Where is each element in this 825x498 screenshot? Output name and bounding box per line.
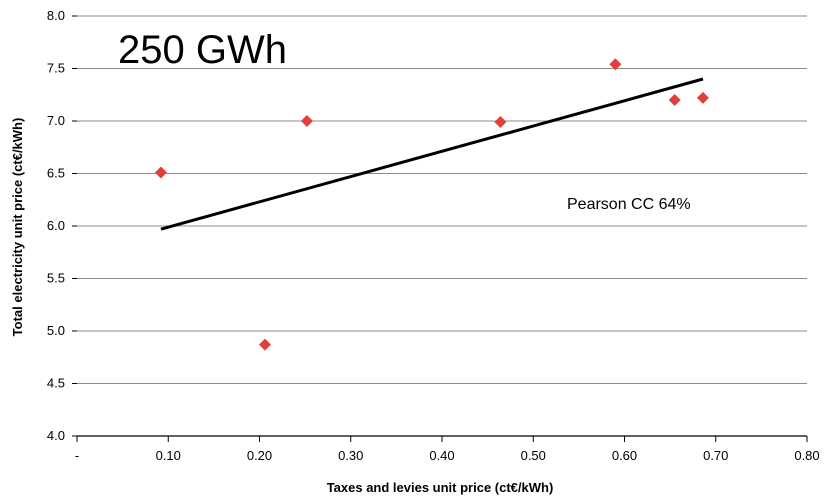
x-tick-label: 0.40 [429,448,454,463]
axes [72,15,808,442]
trendline-layer [160,77,704,231]
y-tick-label: 8.0 [47,8,65,23]
trendline [160,77,704,231]
y-tick-label: 7.5 [47,61,65,76]
y-tick-label: 6.5 [47,166,65,181]
data-point [494,116,507,129]
y-tick-label: 4.5 [47,376,65,391]
x-tick-label: 0.80 [794,448,819,463]
data-points [154,58,709,351]
y-tick-label: 5.0 [47,323,65,338]
data-point [154,166,167,179]
data-point [300,115,313,127]
data-point [696,91,709,104]
x-tick-labels: - 0.10 0.20 0.30 0.40 0.50 0.60 0.70 0.80 [75,448,820,463]
x-tick-label: 0.30 [338,448,363,463]
data-point [668,94,681,106]
y-tick-label: 4.0 [47,428,65,443]
y-tick-label: 6.0 [47,218,65,233]
x-axis-title: Taxes and levies unit price (ct€/kWh) [327,480,554,495]
data-point [258,338,271,351]
data-point [609,58,622,71]
x-tick-label: 0.20 [247,448,272,463]
y-tick-labels: 4.0 4.5 5.0 5.5 6.0 6.5 7.0 7.5 8.0 [47,8,65,443]
grid-lines [77,15,807,384]
x-tick-label: 0.60 [612,448,637,463]
y-axis-title: Total electricity unit price (ct€/kWh) [10,118,25,337]
y-tick-label: 7.0 [47,113,65,128]
chart-title: 250 GWh [118,28,287,72]
pearson-annotation: Pearson CC 64% [567,196,691,213]
x-tick-label: 0.70 [703,448,728,463]
x-tick-label: 0.10 [156,448,181,463]
x-tick-label: 0.50 [521,448,546,463]
x-tick-label: - [75,448,79,463]
y-tick-label: 5.5 [47,271,65,286]
